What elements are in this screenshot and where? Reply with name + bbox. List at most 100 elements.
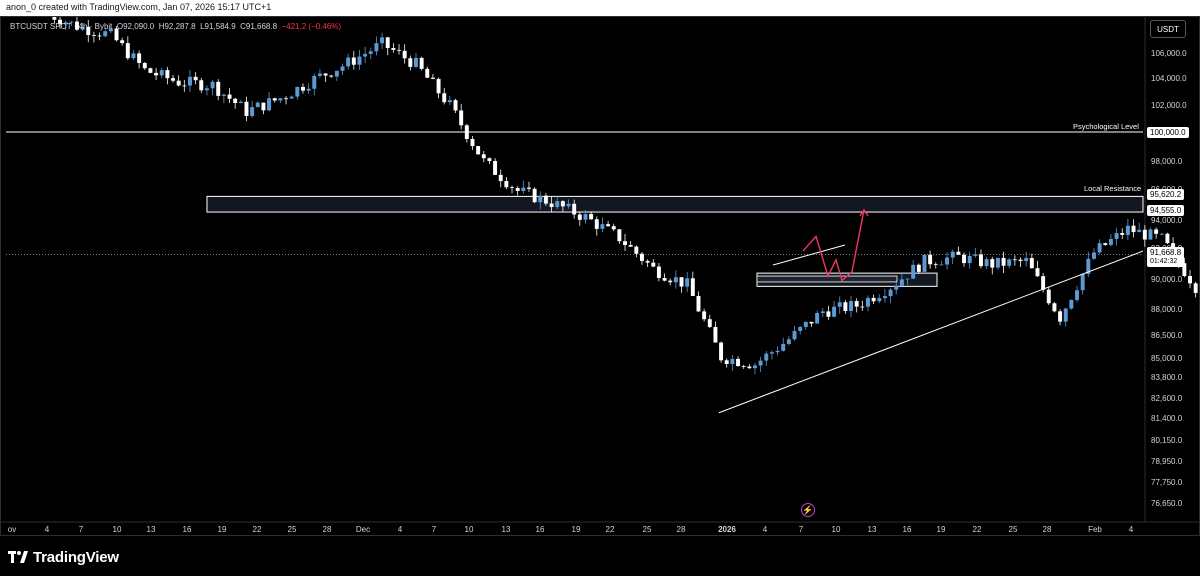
candle-body [69,21,74,23]
candle-body [1125,225,1130,235]
y-tick-label: 78,950.0 [1151,457,1183,466]
candle-body [803,321,808,327]
candle-body [238,101,243,104]
close-value: 91,668.8 [245,22,278,31]
symbol-name: BTCUSDT SPOT · 4h · Bybit [10,22,113,31]
candle-body [510,187,515,189]
candle-body [826,311,831,317]
candle-body [1091,252,1096,259]
support-trendline [718,250,1144,414]
lightning-icon[interactable]: ⚡ [801,503,815,517]
candle-body [521,187,526,191]
top-attribution-bar: anon_0 created with TradingView.com, Jan… [0,0,1200,16]
candle-body [413,57,418,67]
candle-body [577,214,582,220]
candle-body [702,311,707,320]
candle-body [990,259,995,268]
candle-body [798,326,803,331]
candle-body [526,187,531,189]
candle-body [114,28,119,41]
candle-body [843,302,848,312]
y-tick-label: 77,750.0 [1151,478,1183,487]
high-label: H [158,22,165,31]
open-value: 92,090.0 [123,22,155,31]
psychological-level-label: Psychological Level [1073,122,1139,131]
candle-body [159,70,164,76]
candle-body [899,279,904,286]
candle-body [775,350,780,353]
candle-body [764,353,769,361]
candle-body [645,260,650,263]
candle-body [916,264,921,272]
resistance-top-price-tag: 95,620.2 [1147,189,1185,200]
x-tick-label: 28 [677,525,686,534]
candle-body [233,98,238,104]
candle-body [623,241,628,246]
candle-body [769,352,774,354]
currency-button[interactable]: USDT [1150,20,1186,38]
candle-body [357,56,362,65]
candle-body [978,254,983,267]
candle-body [600,224,605,229]
candle-body [1080,273,1085,291]
candle-body [922,254,927,272]
candle-body [606,224,611,227]
candle-body [74,21,79,30]
candle-body [815,313,820,324]
candle-body [532,188,537,203]
x-tick-label: 13 [147,525,156,534]
x-tick-label: 25 [643,525,652,534]
demand-zone-inner [756,275,898,283]
y-tick-label: 83,800.0 [1151,373,1183,382]
candle-body [52,16,57,20]
x-tick-label: 19 [572,525,581,534]
candle-body [80,26,85,30]
x-tick-label: 13 [502,525,511,534]
candle-body [894,285,899,290]
x-tick-label: ov [8,525,16,534]
candle-body [142,63,147,69]
projection-arrowhead [859,208,869,217]
candle-body [995,257,1000,268]
low-label: L [200,22,205,31]
candle-body [956,251,961,255]
candle-body [888,289,893,297]
candle-body [984,259,989,267]
candle-body [1103,243,1108,245]
x-tick-label: 4 [1129,525,1134,534]
candle-body [255,102,260,108]
candle-body [91,35,96,36]
candle-body [216,81,221,96]
price-chart[interactable]: 106,000.0104,000.0102,000.098,000.096,00… [0,16,1200,536]
candle-body [1131,225,1136,233]
candle-body [430,77,435,79]
candle-body [634,246,639,254]
candle-body [63,22,68,25]
candle-body [555,201,560,208]
candle-body [487,158,492,162]
candle-body [730,358,735,364]
x-tick-label: 19 [218,525,227,534]
candle-body [882,296,887,299]
candle-body [498,174,503,182]
current-price-value: 91,668.8 [1150,248,1182,257]
candle-body [685,278,690,287]
candles [52,16,1200,375]
candle-body [323,73,328,76]
attribution-text: anon_0 created with TradingView.com, Jan… [6,2,272,12]
minor-trendline [772,244,846,266]
candle-body [651,262,656,267]
candle-body [1154,229,1159,234]
low-value: 91,584.9 [204,22,236,31]
candle-body [792,330,797,340]
candle-body [171,78,176,81]
candle-body [125,43,130,59]
candle-body [182,85,187,87]
y-tick-label: 104,000.0 [1151,74,1187,83]
candle-body [148,68,153,73]
brand-name: TradingView [33,548,119,566]
candle-body [1182,263,1187,277]
candle-body [380,37,385,44]
candle-body [860,306,865,308]
candle-body [436,78,441,94]
